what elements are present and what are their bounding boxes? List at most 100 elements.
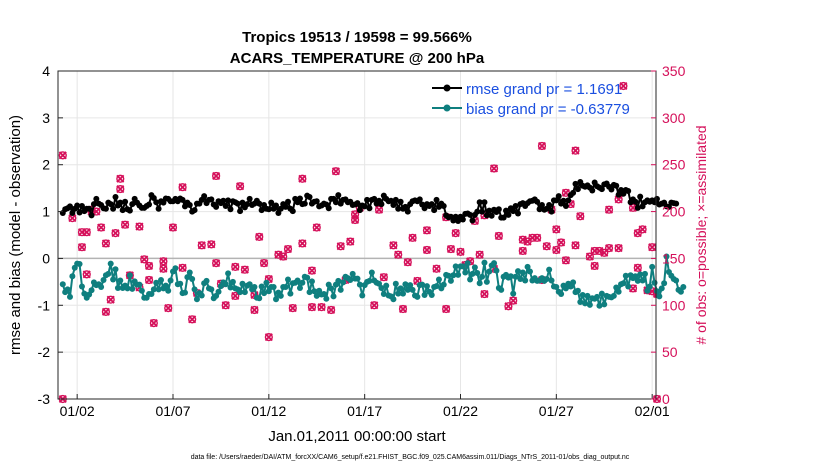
obs-assimilated-marker	[231, 262, 240, 271]
bias-point	[136, 281, 143, 288]
bias-point	[320, 291, 327, 298]
obs-assimilated-marker	[480, 290, 489, 299]
bias-point	[98, 284, 105, 291]
bias-point	[498, 286, 505, 293]
obs-assimilated-marker	[336, 242, 345, 251]
bias-point	[450, 272, 457, 279]
bias-point	[515, 268, 521, 275]
obs-possible-marker	[207, 240, 216, 249]
obs-possible-marker	[552, 225, 561, 234]
obs-possible-marker	[422, 226, 432, 235]
bias-point	[639, 277, 646, 284]
bias-point	[261, 290, 268, 297]
obs-possible-marker	[116, 174, 125, 183]
rmse-point	[220, 197, 227, 204]
obs-possible-marker	[346, 237, 355, 246]
rmse-point	[570, 189, 577, 196]
obs-possible-marker	[101, 239, 111, 248]
bias-point	[294, 277, 301, 284]
bias-point	[110, 276, 117, 283]
bias-point	[392, 280, 399, 287]
rmse-point	[500, 214, 507, 221]
y2-tick-label: 0	[662, 391, 670, 407]
bias-point	[366, 277, 373, 284]
rmse-point	[615, 191, 622, 198]
bias-point	[491, 260, 498, 267]
rmse-point	[277, 205, 284, 212]
bias-point	[440, 281, 447, 288]
obs-assimilated-marker	[403, 258, 412, 267]
bias-point	[634, 277, 641, 284]
y-tick-label: 0	[42, 250, 50, 266]
obs-assimilated-marker	[394, 250, 403, 259]
rmse-point	[476, 199, 483, 206]
bias-series	[59, 253, 687, 309]
bias-point	[653, 288, 660, 295]
obs-possible-marker	[149, 318, 158, 328]
bias-point	[421, 291, 428, 298]
bias-point	[186, 269, 193, 276]
bias-point	[479, 273, 486, 280]
bias-point	[105, 270, 112, 277]
obs-possible-marker	[116, 184, 125, 194]
x-axis-label: Jan.01,2011 00:00:00 start	[268, 428, 446, 445]
obs-possible-marker	[307, 266, 317, 275]
x-tick-label: 01/02	[60, 403, 95, 419]
rmse-point	[560, 197, 567, 204]
y2-tick-label: 250	[662, 157, 686, 173]
rmse-point	[534, 198, 541, 205]
obs-possible-marker	[111, 229, 120, 238]
bias-point	[282, 284, 289, 291]
obs-possible-marker	[231, 262, 240, 271]
bias-point	[150, 286, 157, 293]
obs-assimilated-marker	[518, 246, 527, 255]
bias-point	[632, 273, 639, 280]
rmse-point	[479, 208, 486, 215]
obs-assimilated-marker	[537, 141, 546, 151]
rmse-point	[634, 204, 641, 211]
bias-point	[162, 282, 169, 289]
rmse-point	[574, 186, 581, 193]
obs-possible-marker	[288, 303, 297, 313]
bias-point	[114, 284, 121, 291]
obs-assimilated-marker	[178, 183, 187, 192]
bias-point	[663, 253, 670, 260]
rmse-point	[653, 195, 660, 202]
rmse-point	[325, 205, 332, 212]
rmse-point	[155, 205, 162, 212]
obs-assimilated-marker	[518, 235, 527, 244]
bias-point	[138, 287, 145, 294]
obs-possible-marker	[350, 215, 360, 225]
rmse-point	[589, 187, 596, 194]
bias-point	[153, 279, 160, 286]
obs-possible-marker	[317, 303, 326, 312]
bias-point	[543, 276, 550, 283]
bias-point	[172, 265, 179, 272]
obs-assimilated-marker	[149, 319, 158, 328]
bias-point	[586, 301, 593, 308]
obs-assimilated-marker	[212, 259, 221, 268]
obs-possible-marker	[77, 228, 87, 237]
obs-possible-marker	[159, 257, 168, 266]
obs-assimilated-marker	[327, 305, 336, 315]
bias-point	[359, 292, 366, 299]
bias-point	[117, 277, 124, 284]
obs-assimilated-marker	[552, 225, 561, 234]
bias-point	[304, 274, 311, 281]
rmse-point	[598, 186, 605, 193]
y-tick-label: 3	[42, 110, 50, 126]
rmse-point	[201, 193, 208, 200]
obs-assimilated-marker	[638, 225, 647, 234]
obs-possible-marker	[408, 233, 417, 242]
bias-point	[251, 284, 258, 291]
rmse-point	[354, 200, 361, 207]
bias-point	[273, 296, 280, 303]
y-tick-label: 2	[42, 157, 50, 173]
bias-point	[311, 288, 318, 295]
obs-assimilated-marker	[475, 250, 484, 259]
obs-assimilated-marker	[145, 261, 154, 270]
bias-point	[469, 270, 476, 277]
obs-possible-marker	[552, 245, 561, 255]
bias-point	[158, 276, 165, 283]
obs-possible-marker	[178, 183, 187, 192]
